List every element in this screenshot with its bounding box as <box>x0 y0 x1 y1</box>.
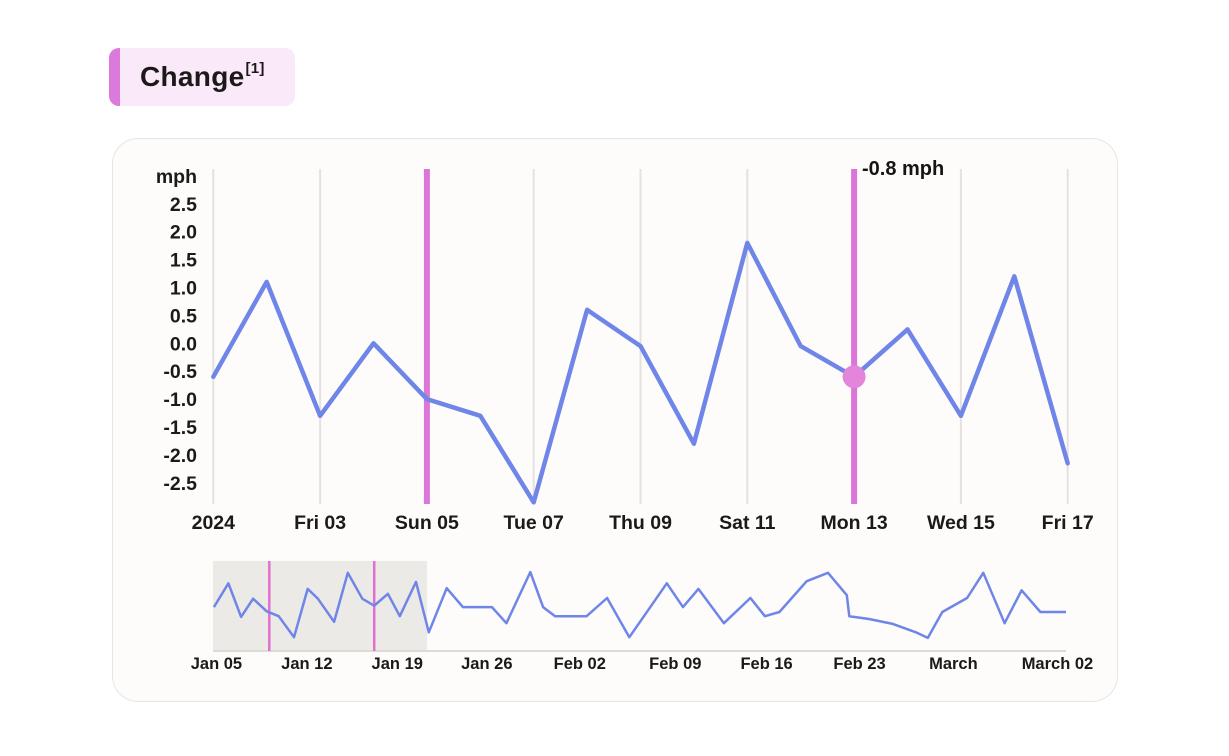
overview-x-label: Jan 26 <box>461 655 512 673</box>
tooltip-value: -0.8 mph <box>862 158 945 180</box>
x-axis-label: 2024 <box>192 512 236 534</box>
x-axis-label: Sun 05 <box>395 512 459 534</box>
overview-x-label: Jan 12 <box>281 655 332 673</box>
y-axis-tick-label: -2.5 <box>163 473 197 495</box>
title-accent-bar <box>109 48 120 106</box>
x-axis-label: Sat 11 <box>719 512 776 534</box>
x-axis-label: Thu 09 <box>609 512 672 534</box>
x-axis-label: Tue 07 <box>504 512 564 534</box>
y-axis-tick-label: 1.5 <box>170 250 197 272</box>
chart-title-chip: Change[1] <box>109 48 295 106</box>
overview-x-label: Feb 09 <box>649 655 701 673</box>
overview-x-label: March 02 <box>1022 655 1094 673</box>
title-citation[interactable]: [1] <box>245 59 265 77</box>
y-axis-tick-label: -1.0 <box>163 389 197 411</box>
page-title: Change[1] <box>140 59 265 92</box>
y-axis-tick-label: 0.5 <box>170 305 197 327</box>
x-axis-label: Mon 13 <box>821 512 888 534</box>
y-axis-tick-label: -0.5 <box>163 361 197 383</box>
y-axis-tick-label: 2.0 <box>170 222 197 244</box>
overview-x-label: Feb 23 <box>833 655 885 673</box>
overview-x-label: March <box>929 655 978 673</box>
y-axis-tick-label: 0.0 <box>170 333 197 355</box>
overview-chart[interactable]: Jan 05 Jan 12 Jan 19 Jan 26 Feb 02 Feb 09 Feb … <box>112 545 1120 700</box>
y-axis-tick-label: -1.5 <box>163 417 197 439</box>
overview-x-label: Feb 02 <box>554 655 606 673</box>
overview-x-label: Jan 19 <box>372 655 423 673</box>
y-axis-tick-label: 2.5 <box>170 194 197 216</box>
overview-x-label: Jan 05 <box>191 655 242 673</box>
series-line <box>211 240 1070 505</box>
overview-series-line <box>212 570 1066 640</box>
y-axis-tick-label: -2.0 <box>163 445 197 467</box>
y-axis-unit-label: mph <box>156 166 197 188</box>
x-axis-label: Wed 15 <box>927 512 995 534</box>
overview-x-label: Feb 16 <box>740 655 792 673</box>
x-axis-label: Fri 03 <box>294 512 346 534</box>
x-axis-label: Fri 17 <box>1042 512 1094 534</box>
y-axis-tick-label: 1.0 <box>170 278 197 300</box>
selected-point-marker[interactable] <box>842 365 866 389</box>
main-chart[interactable]: mph 2.5 2.0 1.5 1.0 0.5 0.0 -0.5 -1.0 -1.5 -2.0 -2.… <box>112 138 1120 545</box>
